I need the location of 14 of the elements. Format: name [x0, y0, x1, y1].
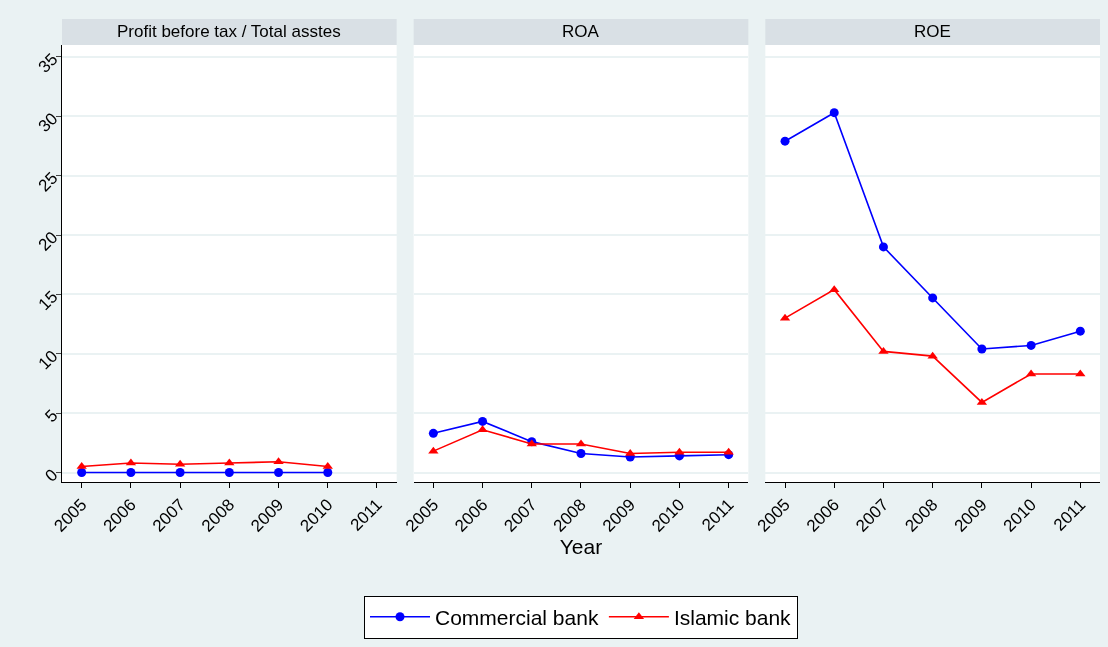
y-tick-label: 0 [41, 465, 62, 486]
x-axis-title: Year [559, 535, 603, 559]
chart-title: Profit before tax / Total asstes [117, 22, 341, 41]
y-tick-label: 20 [34, 227, 62, 255]
chart-title: ROE [914, 22, 951, 41]
legend-label: Islamic bank [673, 605, 792, 629]
legend-label: Commercial bank [435, 605, 599, 629]
y-tick-label: 15 [34, 287, 62, 315]
y-tick-label: 25 [34, 168, 62, 196]
y-tick-label: 30 [34, 109, 62, 136]
chart-title: ROA [562, 22, 600, 41]
y-tick-label: 35 [34, 49, 62, 77]
y-tick-label: 10 [34, 346, 62, 374]
y-tick-label: 5 [41, 405, 62, 427]
